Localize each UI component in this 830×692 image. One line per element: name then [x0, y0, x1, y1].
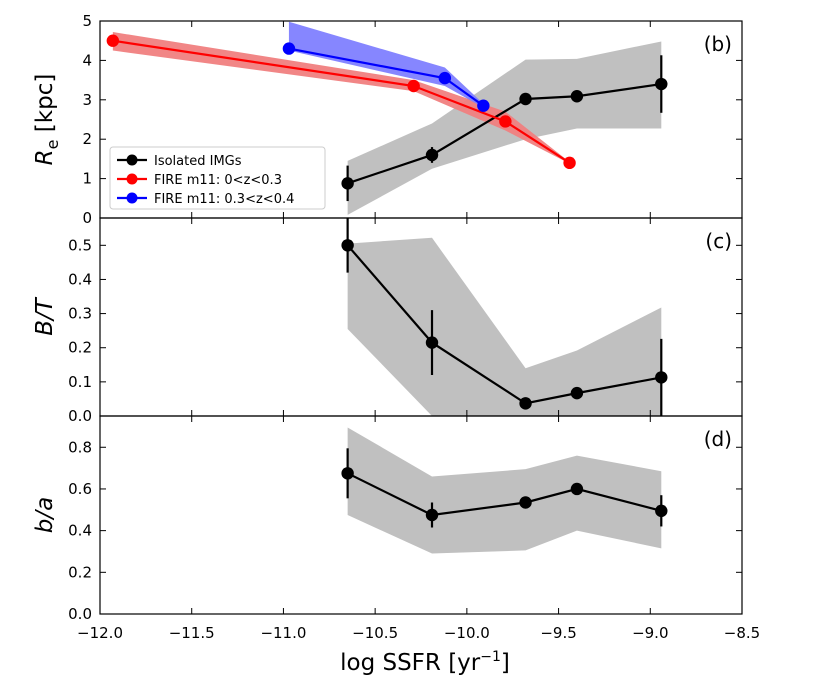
panel-d-point-0-2	[519, 496, 532, 509]
legend-label-0: Isolated IMGs	[154, 154, 242, 169]
panel-c-ytick-label-4: 0.4	[68, 270, 92, 288]
panel-d: 0.0 0.2 0.4 0.6 0.8 (d) b/a	[32, 415, 743, 623]
panel-c-y-axis-title-main: B/T	[32, 296, 58, 336]
x-tick-label-4: −10.0	[444, 624, 490, 642]
panel-d-band-0	[347, 427, 662, 554]
panel-d-ytick-label-4: 0.8	[68, 438, 92, 456]
panel-b-y-axis-title-sub: e	[43, 140, 62, 150]
panel-c-label: (c)	[705, 229, 732, 253]
panel-d-ytick-label-0: 0.0	[68, 605, 92, 623]
legend-marker-2	[126, 192, 138, 204]
panel-b-y-axis-title-unit: [kpc]	[32, 74, 58, 140]
panel-b: 0 1 2 3 4 5 (b) Re [kpc]	[32, 12, 743, 227]
panel-c-band-0	[347, 237, 662, 416]
panel-d-point-0-1	[425, 508, 439, 522]
x-tick-label-0: −12.0	[77, 624, 123, 642]
x-axis-title-superscript: −1	[480, 649, 501, 665]
panel-b-point-0-1	[425, 148, 439, 162]
panel-b-point-2-0	[282, 42, 296, 55]
panel-c-ytick-label-0: 0.0	[68, 407, 92, 425]
panel-d-point-0-4	[655, 504, 668, 518]
panel-b-y-axis-title: Re [kpc]	[32, 74, 62, 166]
panel-d-point-0-0	[341, 467, 354, 480]
panel-b-point-1-3	[563, 156, 576, 170]
panel-b-point-0-3	[570, 90, 584, 103]
panel-b-label: (b)	[704, 32, 732, 56]
panel-d-point-0-3	[570, 482, 584, 496]
panel-b-y-axis-title-main: R	[32, 149, 58, 165]
legend-label-2: FIRE m11: 0.3<z<0.4	[154, 192, 294, 207]
panel-b-band-2	[288, 21, 484, 108]
panel-b-point-0-2	[519, 92, 532, 106]
panel-d-frame	[99, 415, 743, 615]
panel-b-point-0-0	[341, 177, 354, 190]
panel-b-band-1	[112, 32, 570, 164]
panel-d-ytick-label-2: 0.4	[68, 522, 92, 540]
x-tick-label-6: −9.0	[632, 624, 668, 642]
x-tick-label-2: −11.0	[260, 624, 306, 642]
panel-b-point-2-1	[438, 71, 452, 85]
x-tick-label-1: −11.5	[169, 624, 215, 642]
panel-c-point-0-0	[341, 239, 354, 252]
panel-b-point-1-1	[407, 79, 420, 93]
panel-b-point-1-2	[499, 115, 512, 128]
panel-b-data	[106, 21, 668, 215]
panel-c-ytick-label-1: 0.1	[68, 373, 92, 391]
panel-b-point-2-2	[477, 99, 490, 112]
panel-d-label: (d)	[704, 427, 732, 451]
panel-c-ytick-label-3: 0.3	[68, 305, 92, 323]
panel-c-point-0-3	[570, 386, 584, 400]
legend-label-1: FIRE m11: 0<z<0.3	[154, 173, 282, 188]
x-axis-title-text: log SSFR [yr	[340, 650, 481, 676]
panel-c-data	[341, 218, 668, 416]
panel-d-y-axis-title: b/a	[32, 497, 58, 533]
panel-c-ytick-label-5: 0.5	[68, 236, 92, 254]
panel-d-y-axis-title-main: b/a	[32, 497, 58, 533]
panel-b-ytick-label-4: 4	[82, 51, 92, 69]
panel-d-ytick-label-1: 0.2	[68, 563, 92, 581]
panel-d-ytick-label-3: 0.6	[68, 480, 92, 498]
legend-marker-0	[126, 154, 138, 166]
panel-b-point-0-4	[655, 77, 668, 91]
panel-b-series-line-1	[112, 39, 571, 164]
panel-b-ytick-label-2: 2	[82, 130, 92, 148]
legend-marker-1	[126, 173, 138, 185]
legend-box	[109, 146, 326, 210]
panel-d-data	[341, 427, 668, 554]
plot-layer: 0 1 2 3 4 5 (b) Re [kpc] 0.0 0.1 0.2 0.3 0.4 0.5 (c) B/…	[32, 12, 760, 642]
panel-c-point-0-1	[425, 336, 439, 349]
panel-c-ytick-label-2: 0.2	[68, 339, 92, 357]
panel-c-y-axis-title: B/T	[32, 296, 58, 336]
x-tick-label-7: −8.5	[724, 624, 760, 642]
panel-c-point-0-2	[519, 397, 532, 410]
x-axis-title: log SSFR [yr−1]	[340, 649, 510, 676]
panel-c-point-0-4	[655, 371, 668, 384]
panel-b-ytick-label-5: 5	[82, 12, 92, 30]
legend: Isolated IMGs FIRE m11: 0<z<0.3 FIRE m11: …	[109, 146, 326, 210]
x-tick-label-5: −9.5	[540, 624, 576, 642]
panel-b-ytick-label-3: 3	[82, 91, 92, 109]
panel-b-ytick-label-1: 1	[82, 170, 92, 188]
panel-b-ytick-label-0: 0	[82, 209, 92, 227]
panel-b-point-1-0	[106, 34, 120, 47]
x-tick-label-3: −10.5	[352, 624, 398, 642]
panel-c: 0.0 0.1 0.2 0.3 0.4 0.5 (c) B/T	[32, 217, 743, 425]
x-axis-title-close: ]	[501, 650, 510, 676]
